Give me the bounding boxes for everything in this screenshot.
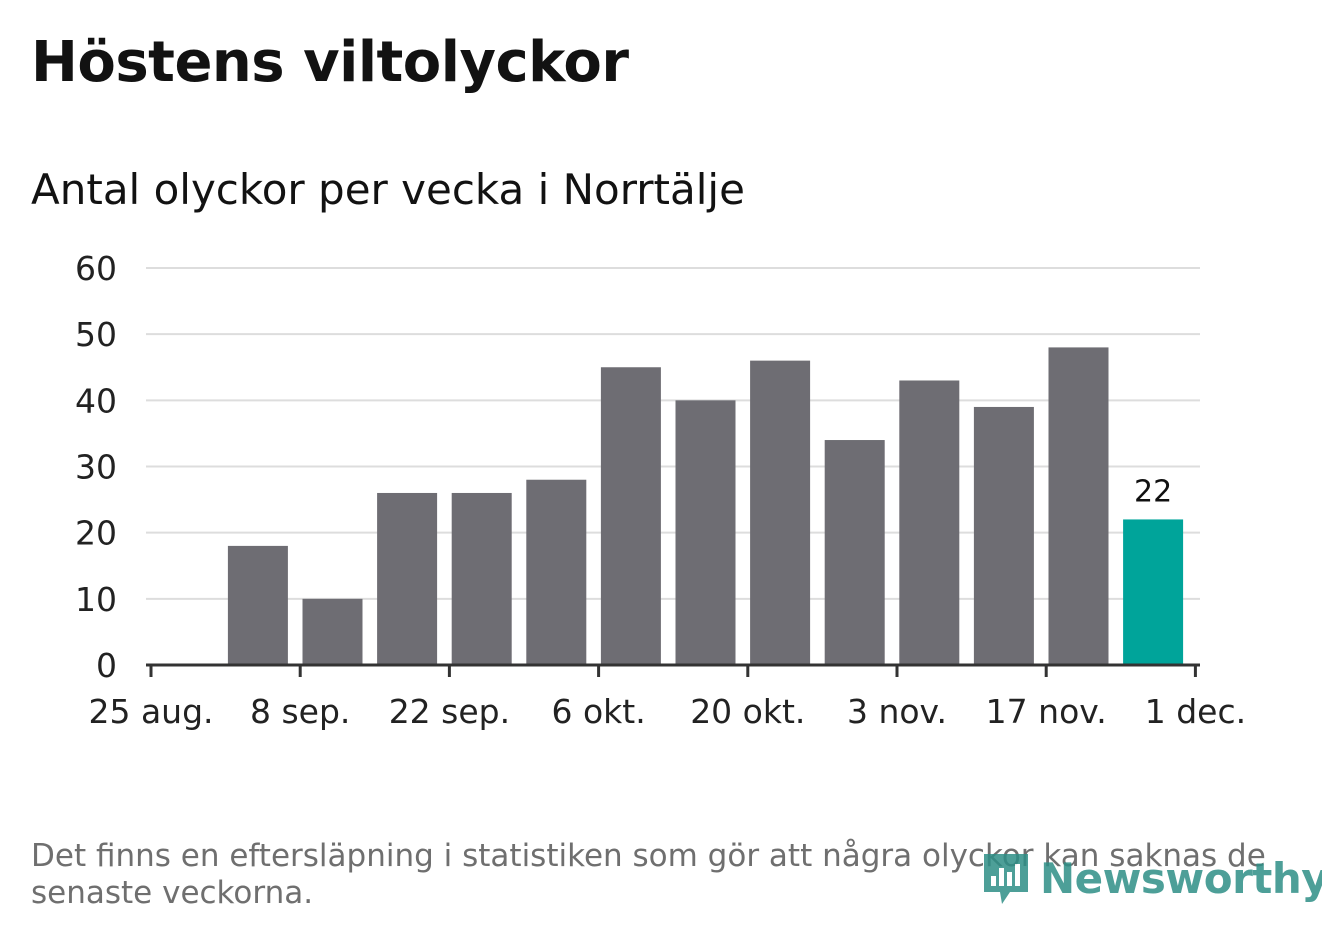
bar bbox=[824, 440, 885, 665]
bar-value-labels: 22 bbox=[1134, 474, 1172, 509]
bar bbox=[973, 406, 1034, 665]
bar bbox=[675, 400, 736, 665]
chart-subtitle: Antal olyckor per vecka i Norrtälje bbox=[31, 165, 745, 214]
highlighted-bar bbox=[1123, 519, 1184, 665]
logo-text: Newsworthy bbox=[1040, 853, 1322, 903]
x-tick-label: 1 dec. bbox=[1145, 692, 1246, 731]
bar bbox=[302, 598, 363, 665]
bar bbox=[377, 492, 438, 665]
x-axis: 25 aug. 8 sep. 22 sep. 6 okt. 20 okt. 3 nov. 1… bbox=[88, 663, 1246, 731]
bar bbox=[451, 492, 512, 665]
grid-lines bbox=[146, 267, 1200, 600]
x-tick-label: 17 nov. bbox=[986, 692, 1107, 731]
y-tick-label: 40 bbox=[75, 381, 117, 420]
x-tick-label: 6 okt. bbox=[551, 692, 645, 731]
y-tick-label: 50 bbox=[75, 315, 117, 354]
y-tick-label: 10 bbox=[75, 580, 117, 619]
bar bbox=[1048, 347, 1109, 665]
x-tick-label: 20 okt. bbox=[690, 692, 805, 731]
y-tick-label: 30 bbox=[75, 448, 117, 487]
bar-chart: 0 10 20 30 40 50 60 22 25 aug. 8 sep. 22 sep. 6 o… bbox=[75, 249, 1246, 731]
chart-title: Höstens viltolyckor bbox=[31, 30, 629, 95]
x-tick-label: 22 sep. bbox=[389, 692, 510, 731]
bar bbox=[899, 380, 960, 665]
y-tick-label: 60 bbox=[75, 249, 117, 288]
y-tick-label: 20 bbox=[75, 514, 117, 553]
x-tick-label: 25 aug. bbox=[88, 692, 213, 731]
bar bbox=[526, 479, 587, 665]
bars bbox=[227, 347, 1184, 665]
x-tick-label: 8 sep. bbox=[250, 692, 350, 731]
newsworthy-logo: Newsworthy bbox=[980, 846, 1322, 910]
bar bbox=[227, 545, 288, 665]
bar-value-label: 22 bbox=[1134, 474, 1172, 509]
x-tick-label: 3 nov. bbox=[847, 692, 947, 731]
y-tick-label: 0 bbox=[96, 646, 117, 685]
bar bbox=[750, 360, 811, 665]
newsworthy-logo-icon bbox=[984, 854, 1028, 904]
y-axis-labels: 0 10 20 30 40 50 60 bbox=[75, 249, 117, 685]
footnote: Det finns en eftersläpning i statistiken… bbox=[31, 838, 1266, 911]
bar bbox=[600, 367, 661, 665]
